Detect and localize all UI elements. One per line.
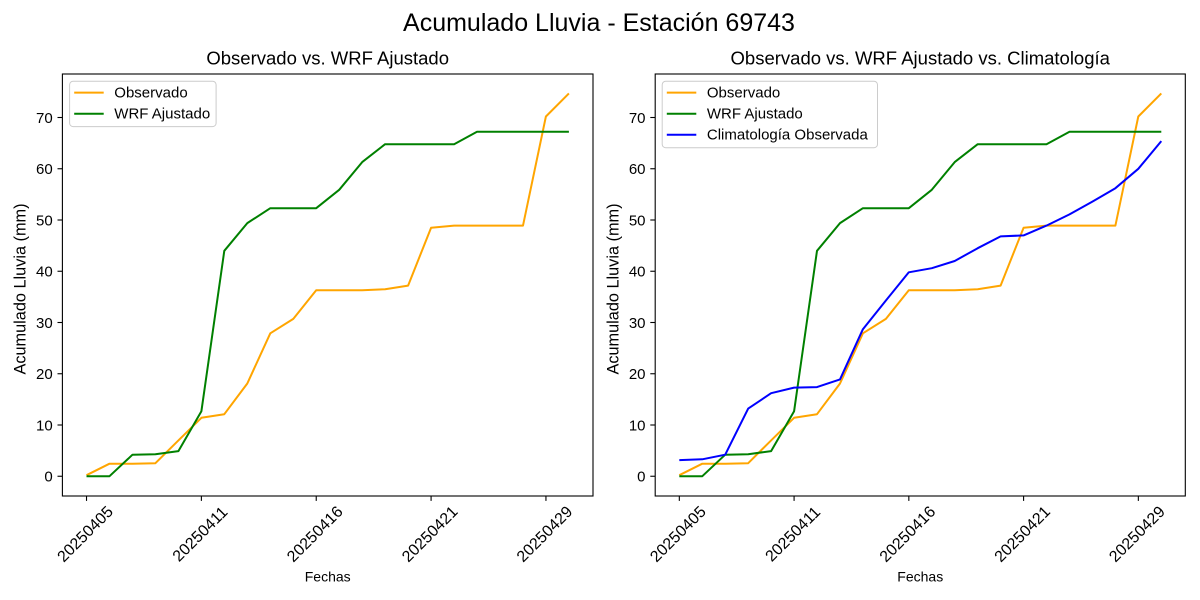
svg-text:Fechas: Fechas (305, 569, 351, 585)
svg-text:Observado: Observado (707, 85, 780, 102)
svg-text:60: 60 (629, 161, 646, 178)
svg-text:WRF Ajustado: WRF Ajustado (707, 106, 803, 123)
svg-text:Acumulado Lluvia (mm): Acumulado Lluvia (mm) (12, 203, 30, 374)
svg-text:60: 60 (36, 161, 53, 178)
svg-text:Acumulado Lluvia - Estación 69: Acumulado Lluvia - Estación 69743 (403, 9, 795, 37)
svg-text:Climatología Observada: Climatología Observada (707, 127, 869, 144)
svg-text:70: 70 (36, 110, 53, 127)
svg-text:Observado vs. WRF Ajustado vs.: Observado vs. WRF Ajustado vs. Climatolo… (731, 48, 1111, 69)
svg-text:70: 70 (629, 110, 646, 127)
svg-text:10: 10 (36, 417, 53, 434)
svg-text:10: 10 (629, 417, 646, 434)
svg-text:Acumulado Lluvia (mm): Acumulado Lluvia (mm) (604, 203, 622, 374)
svg-text:50: 50 (629, 212, 646, 229)
svg-text:20: 20 (629, 366, 646, 383)
svg-text:40: 40 (36, 264, 53, 281)
svg-text:30: 30 (629, 315, 646, 332)
svg-text:40: 40 (629, 264, 646, 281)
svg-text:WRF Ajustado: WRF Ajustado (114, 106, 210, 123)
svg-text:20: 20 (36, 366, 53, 383)
svg-text:0: 0 (44, 469, 52, 486)
svg-text:Observado: Observado (114, 85, 187, 102)
svg-text:50: 50 (36, 212, 53, 229)
svg-text:Observado vs. WRF Ajustado: Observado vs. WRF Ajustado (206, 48, 449, 69)
svg-text:0: 0 (637, 469, 645, 486)
svg-text:30: 30 (36, 315, 53, 332)
svg-text:Fechas: Fechas (897, 569, 943, 585)
